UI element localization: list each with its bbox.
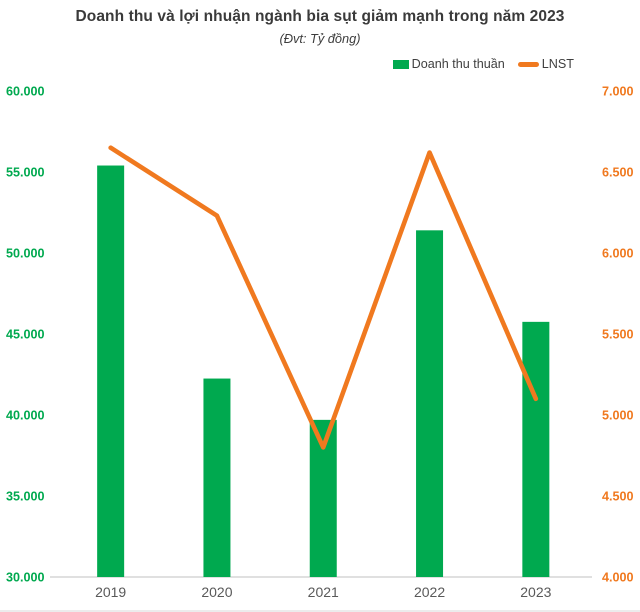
right-axis-tick-label: 6.000 [602,247,634,261]
chart-subtitle: (Đvt: Tỷ đồng) [279,31,361,46]
left-axis-tick-label: 40.000 [6,409,45,423]
left-axis-tick-label: 55.000 [6,166,45,180]
bar-series [97,165,550,577]
bar-2023 [522,321,550,577]
right-axis-tick-label: 6.500 [602,166,634,180]
legend: Doanh thu thuần LNST [392,57,574,71]
x-axis-label: 2023 [520,584,551,600]
legend-label: Doanh thu thuần [411,57,505,71]
bar-2022 [416,230,444,577]
right-axis-tick-label: 4.500 [602,490,634,504]
left-axis-tick-label: 35.000 [6,490,45,504]
legend-item: LNST [517,57,574,71]
right-axis-tick-label: 5.000 [602,409,634,423]
x-axis-label: 2021 [308,584,339,600]
left-axis-tick-label: 50.000 [6,247,45,261]
chart-title: Doanh thu và lợi nhuận ngành bia sụt giả… [75,8,565,25]
x-axis-label: 2020 [201,584,232,600]
left-axis-tick-label: 45.000 [6,328,45,342]
line-series [108,145,539,450]
bar-2019 [97,165,125,577]
left-axis-tick-label: 30.000 [6,571,45,585]
x-axis-label: 2019 [95,584,126,600]
legend-line-swatch-icon [517,61,539,67]
legend-bar-swatch-icon [392,59,409,69]
bar-2020 [203,378,231,577]
left-axis-tick-label: 60.000 [6,85,45,99]
x-axis-label: 2022 [414,584,445,600]
legend-item: Doanh thu thuần [392,57,505,71]
right-axis-tick-label: 5.500 [602,328,634,342]
right-axis-tick-label: 4.000 [602,571,634,585]
legend-label: LNST [541,57,574,71]
right-axis-tick-label: 7.000 [602,85,634,99]
